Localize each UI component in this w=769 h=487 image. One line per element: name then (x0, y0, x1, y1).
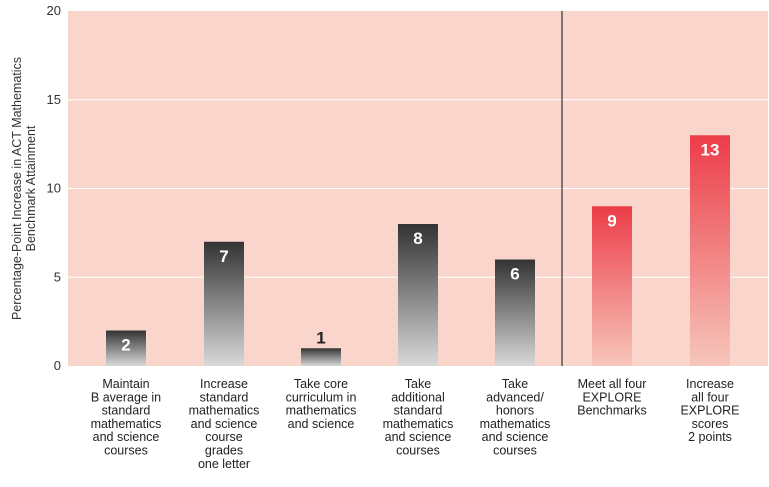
bar (204, 241, 244, 366)
bar (690, 135, 730, 366)
bar-value-label: 7 (219, 247, 228, 266)
y-tick-label: 10 (47, 181, 61, 196)
data-labels: 2 7 1 8 6 9 13 (121, 140, 719, 354)
bar (592, 206, 632, 366)
bar (495, 259, 535, 366)
bars (106, 135, 730, 366)
bar (106, 330, 146, 366)
bar-value-label: 13 (701, 140, 720, 159)
x-category-label: Increase all four EXPLORE scores 2 points (680, 377, 739, 444)
y-axis-title-line: Percentage-Point Increase in ACT Mathema… (10, 57, 24, 320)
bar-value-label: 2 (121, 336, 130, 355)
x-category-label: Meet all four EXPLORE Benchmarks (577, 377, 646, 418)
y-axis-ticks: 0 5 10 15 20 (47, 3, 61, 373)
x-category-label: Take advanced/honors mathematics and scienc… (480, 377, 551, 458)
bar-value-label: 8 (413, 229, 422, 248)
x-category-label: Increase standard mathematics and science co… (189, 377, 260, 471)
bar-value-label: 6 (510, 265, 519, 284)
bar-value-label: 9 (607, 211, 616, 230)
bar-value-label: 1 (316, 328, 325, 347)
y-tick-label: 20 (47, 3, 61, 18)
x-category-label: Take additional standard mathematics and sci… (383, 377, 454, 458)
y-tick-label: 15 (47, 92, 61, 107)
bar (301, 348, 341, 366)
y-axis-title: Percentage-Point Increase in ACT Mathema… (10, 57, 38, 320)
x-category-label: Take core curriculum in mathematics and sci… (286, 377, 357, 431)
bar (398, 224, 438, 366)
y-tick-label: 0 (54, 358, 61, 373)
y-tick-label: 5 (54, 269, 61, 284)
x-category-label: Maintain B average in standard mathematics a… (91, 377, 162, 458)
x-axis-categories: Maintain B average in standard mathematics a… (91, 377, 740, 471)
y-axis-title-line: Benchmark Attainment (24, 125, 38, 251)
